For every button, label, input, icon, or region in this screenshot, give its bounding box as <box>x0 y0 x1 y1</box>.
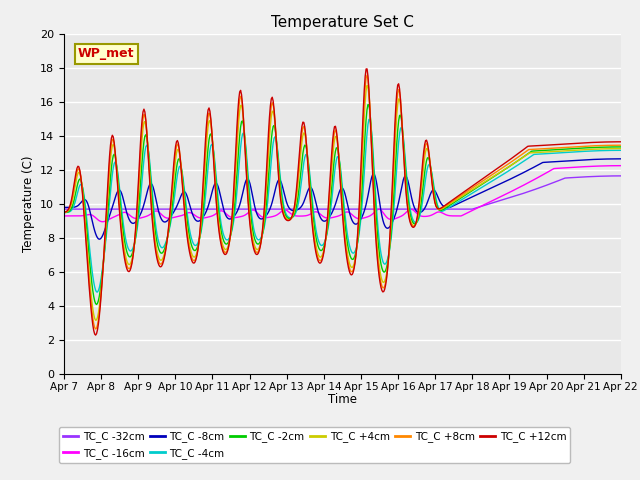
TC_C -8cm <box>95 236 103 242</box>
TC_C +8cm <box>481 177 489 182</box>
TC_C -16cm <box>617 163 625 168</box>
Line: TC_C -8cm: TC_C -8cm <box>64 159 621 239</box>
TC_C -4cm <box>481 182 489 188</box>
TC_C -4cm <box>313 231 321 237</box>
Line: TC_C -2cm: TC_C -2cm <box>64 105 621 304</box>
TC_C +8cm <box>390 153 398 159</box>
TC_C +12cm <box>390 142 398 148</box>
TC_C +4cm <box>390 164 398 170</box>
Line: TC_C +12cm: TC_C +12cm <box>64 69 621 335</box>
TC_C -16cm <box>99 219 107 225</box>
Line: TC_C -16cm: TC_C -16cm <box>64 166 621 222</box>
TC_C +4cm <box>92 317 99 323</box>
Text: WP_met: WP_met <box>78 48 134 60</box>
TC_C +12cm <box>204 107 212 113</box>
TC_C +4cm <box>481 179 489 185</box>
TC_C +8cm <box>313 251 321 257</box>
X-axis label: Time: Time <box>328 394 357 407</box>
TC_C -16cm <box>480 202 488 207</box>
TC_C +4cm <box>313 247 321 252</box>
TC_C +8cm <box>60 209 68 215</box>
TC_C +12cm <box>313 254 321 260</box>
TC_C +8cm <box>92 326 99 332</box>
TC_C +4cm <box>159 254 167 260</box>
TC_C -2cm <box>390 188 398 194</box>
TC_C -2cm <box>481 180 489 185</box>
Line: TC_C -32cm: TC_C -32cm <box>64 176 621 209</box>
TC_C -4cm <box>434 203 442 208</box>
TC_C -2cm <box>617 144 625 150</box>
TC_C -8cm <box>60 204 68 210</box>
TC_C +12cm <box>617 139 625 144</box>
TC_C -16cm <box>433 210 440 216</box>
Legend: TC_C -32cm, TC_C -16cm, TC_C -8cm, TC_C -4cm, TC_C -2cm, TC_C +4cm, TC_C +8cm, T: TC_C -32cm, TC_C -16cm, TC_C -8cm, TC_C … <box>59 427 570 463</box>
TC_C -4cm <box>617 147 625 153</box>
TC_C -8cm <box>433 192 440 197</box>
TC_C -16cm <box>389 216 397 222</box>
TC_C +4cm <box>204 123 212 129</box>
TC_C +4cm <box>60 210 68 216</box>
TC_C -32cm <box>159 206 166 212</box>
Title: Temperature Set C: Temperature Set C <box>271 15 414 30</box>
TC_C -2cm <box>204 145 212 151</box>
TC_C -16cm <box>60 213 68 219</box>
TC_C -8cm <box>389 218 397 224</box>
TC_C +8cm <box>159 257 167 263</box>
TC_C -2cm <box>434 205 442 211</box>
TC_C -4cm <box>159 244 167 250</box>
TC_C -4cm <box>204 164 212 170</box>
TC_C +8cm <box>204 114 212 120</box>
TC_C +12cm <box>481 174 489 180</box>
TC_C -8cm <box>159 219 167 225</box>
TC_C -8cm <box>617 156 625 162</box>
TC_C -16cm <box>204 214 212 220</box>
TC_C +12cm <box>60 209 68 215</box>
TC_C -4cm <box>366 116 374 122</box>
TC_C -16cm <box>159 214 167 219</box>
TC_C +8cm <box>363 72 371 78</box>
TC_C -32cm <box>204 206 211 212</box>
TC_C -8cm <box>480 189 488 194</box>
TC_C +8cm <box>434 206 442 212</box>
TC_C -2cm <box>364 102 372 108</box>
TC_C +12cm <box>92 332 99 338</box>
TC_C -32cm <box>432 206 440 212</box>
Line: TC_C -4cm: TC_C -4cm <box>64 119 621 292</box>
TC_C +4cm <box>363 83 371 88</box>
Line: TC_C +4cm: TC_C +4cm <box>64 85 621 320</box>
TC_C +12cm <box>159 258 167 264</box>
TC_C -2cm <box>159 249 167 254</box>
TC_C -32cm <box>312 206 320 212</box>
TC_C +4cm <box>617 146 625 152</box>
TC_C -8cm <box>204 204 212 209</box>
TC_C -4cm <box>93 289 101 295</box>
Line: TC_C +8cm: TC_C +8cm <box>64 75 621 329</box>
TC_C +8cm <box>617 143 625 148</box>
TC_C -8cm <box>313 204 321 209</box>
TC_C -32cm <box>60 206 68 212</box>
Y-axis label: Temperature (C): Temperature (C) <box>22 156 35 252</box>
TC_C +12cm <box>434 205 442 211</box>
TC_C -32cm <box>617 173 625 179</box>
TC_C -4cm <box>390 204 398 210</box>
TC_C -32cm <box>479 203 487 209</box>
TC_C -2cm <box>60 210 68 216</box>
TC_C -2cm <box>313 239 321 244</box>
TC_C +4cm <box>434 206 442 212</box>
TC_C -4cm <box>60 210 68 216</box>
TC_C +12cm <box>363 66 371 72</box>
TC_C -16cm <box>313 209 321 215</box>
TC_C -2cm <box>93 301 100 307</box>
TC_C -32cm <box>388 206 396 212</box>
